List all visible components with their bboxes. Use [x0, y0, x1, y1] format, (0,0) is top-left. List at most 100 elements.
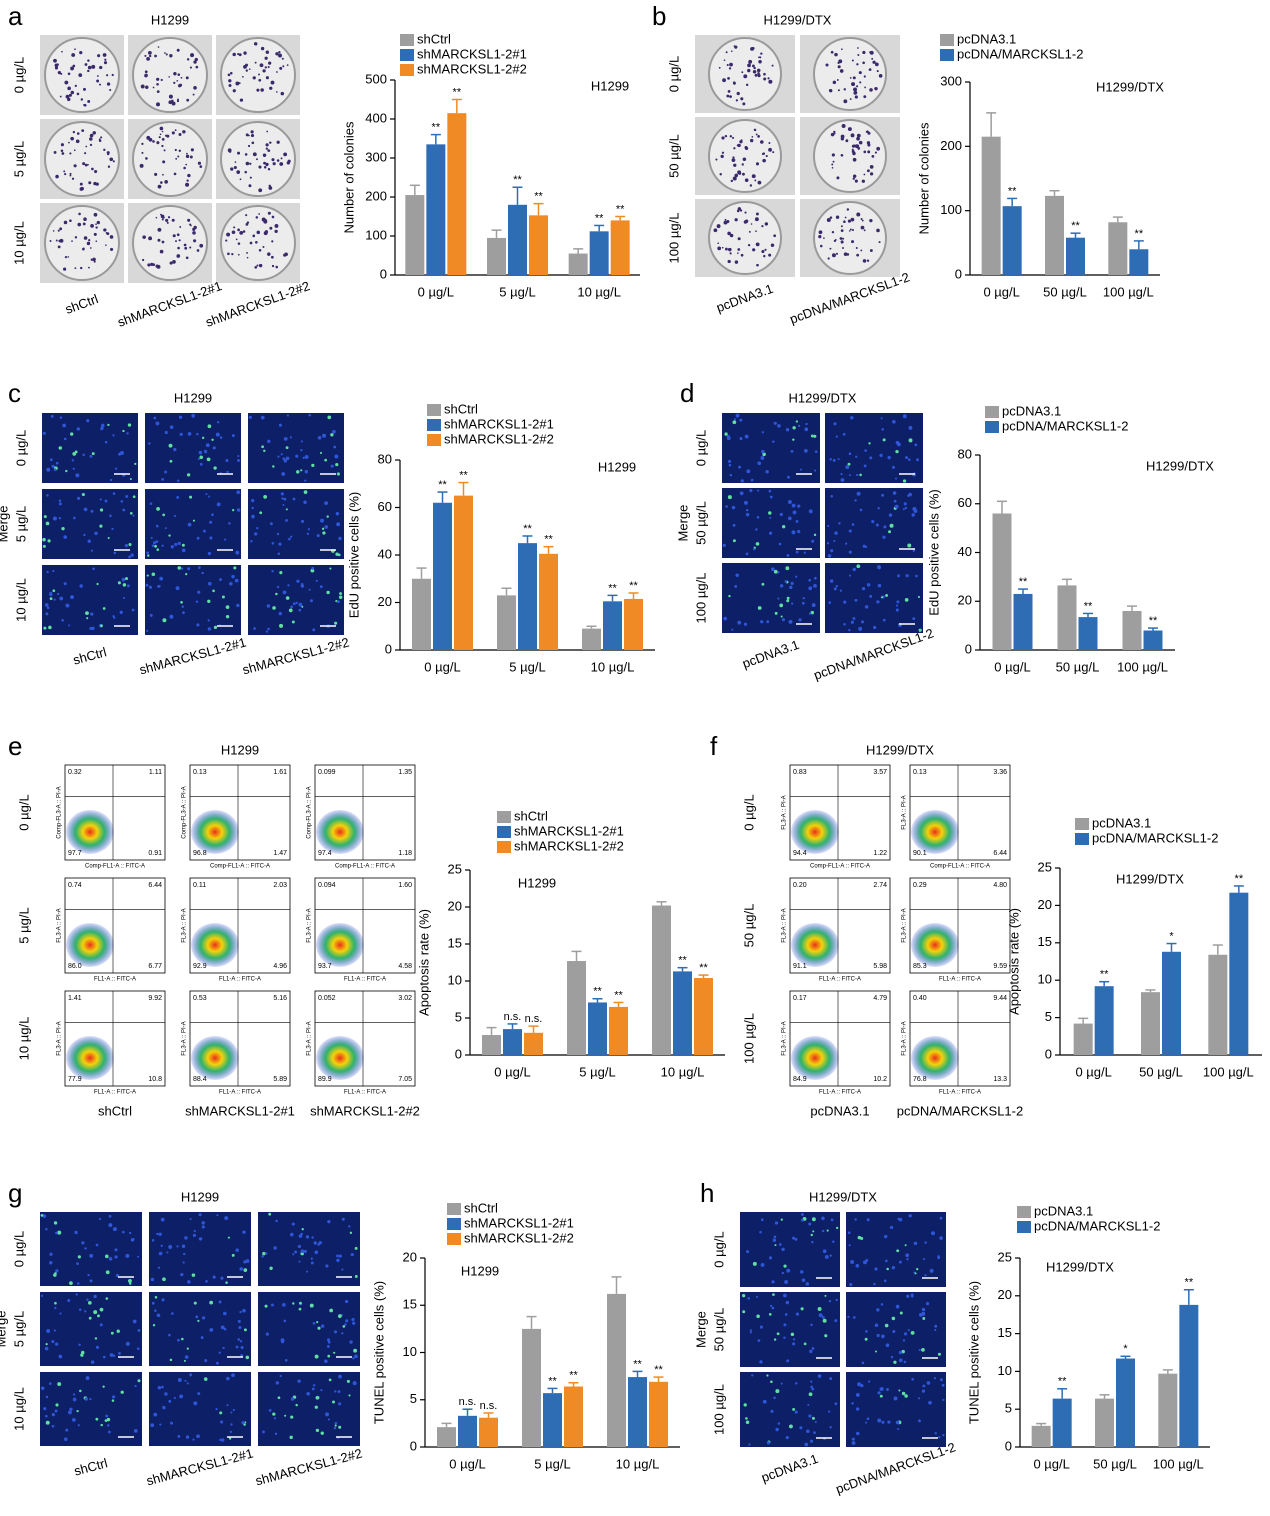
- colony-dot: [111, 73, 114, 77]
- cell-dot: [196, 623, 200, 627]
- cell-dot: [108, 1223, 113, 1228]
- y-tick-label: 15: [448, 935, 462, 950]
- cell-dot: [114, 1248, 118, 1252]
- column-label: pcDNA/MARCKSL1-2: [834, 1439, 958, 1496]
- cell-dot: [129, 511, 133, 515]
- colony-dot: [863, 95, 867, 99]
- colony-dot: [106, 74, 109, 77]
- colony-dot: [831, 163, 834, 166]
- cell-dot: [894, 504, 899, 509]
- cell-dot: [851, 1441, 856, 1445]
- cell-dot: [811, 603, 816, 608]
- cell-dot: [295, 601, 299, 604]
- cell-dot: [89, 1253, 94, 1258]
- bar: [437, 1427, 456, 1447]
- cell-dot: [333, 1330, 338, 1334]
- row-label: 0 µg/L: [13, 430, 28, 466]
- cell-dot: [193, 1229, 196, 1233]
- cell-dot: [201, 1221, 205, 1225]
- panel-letter: b: [652, 1, 666, 31]
- cell-dot: [745, 1417, 748, 1420]
- cell-dot: [162, 513, 166, 517]
- cell-dot: [727, 495, 732, 500]
- legend-swatch: [497, 841, 511, 853]
- colony-dot: [768, 253, 772, 257]
- cell-dot: [776, 1332, 780, 1336]
- cell-dot: [744, 434, 749, 439]
- photo: [722, 488, 820, 558]
- cell-dot: [248, 415, 252, 419]
- panel-title: H1299/DTX: [866, 742, 934, 757]
- cell-dot: [353, 1348, 358, 1353]
- cell-dot: [330, 433, 334, 437]
- cell-dot: [921, 1348, 925, 1352]
- y-tick-label: 60: [378, 499, 392, 514]
- cell-dot: [198, 1237, 203, 1241]
- cell-dot: [119, 610, 123, 614]
- cell-dot: [104, 440, 108, 444]
- colony-dot: [732, 156, 735, 159]
- colony-dot: [856, 85, 859, 88]
- colony-dot: [110, 247, 114, 251]
- colony-dot: [175, 240, 177, 243]
- colony-dot: [731, 158, 736, 163]
- colony-dot: [732, 81, 736, 84]
- cell-dot: [237, 459, 240, 462]
- colony-dot: [57, 71, 62, 75]
- flow-cloud: [316, 810, 364, 854]
- colony-dot: [246, 221, 250, 224]
- quadrant-value: 0.13: [913, 769, 927, 776]
- cell-dot: [839, 589, 843, 592]
- cell-dot: [881, 428, 884, 431]
- colony-dot: [851, 59, 854, 62]
- colony-dot: [763, 254, 766, 258]
- cell-dot: [212, 589, 215, 593]
- colony-dot: [286, 64, 289, 66]
- cell-dot: [175, 586, 180, 591]
- cell-dot: [848, 574, 852, 577]
- cell-dot: [212, 446, 216, 450]
- cell-dot: [830, 1218, 834, 1222]
- flow-axis-label: FL1-A :: FITC-A: [939, 977, 981, 983]
- colony-dot: [76, 132, 80, 135]
- colony-dot: [92, 131, 96, 135]
- colony-dot: [79, 182, 83, 186]
- cell-dot: [315, 579, 318, 582]
- cell-dot: [883, 1234, 888, 1239]
- colony-dot: [834, 52, 838, 57]
- y-tick-label: 0: [965, 641, 972, 656]
- cell-dot: [885, 1343, 890, 1348]
- cell-dot: [131, 608, 135, 612]
- cell-dot: [78, 1343, 81, 1347]
- cell-dot: [292, 1253, 295, 1256]
- colony-dot: [67, 256, 70, 258]
- colony-dot: [754, 217, 759, 222]
- cell-dot: [307, 528, 310, 531]
- cell-dot: [760, 456, 765, 460]
- dish: [708, 119, 782, 193]
- cell-dot: [116, 1329, 120, 1333]
- cell-dot: [316, 1321, 319, 1324]
- cell-dot: [785, 1300, 790, 1305]
- cell-dot: [319, 451, 323, 454]
- cell-dot: [155, 524, 159, 528]
- colony-dot: [155, 102, 160, 107]
- cell-dot: [864, 605, 869, 609]
- cell-dot: [324, 525, 329, 529]
- colony-dot: [843, 88, 846, 91]
- cell-dot: [786, 1268, 791, 1273]
- cell-dot: [299, 1301, 302, 1305]
- cell-dot: [125, 495, 129, 498]
- cell-dot: [905, 456, 909, 460]
- cell-dot: [790, 581, 794, 586]
- cell-dot: [76, 427, 80, 431]
- cell-dot: [781, 1271, 785, 1275]
- colony-dot: [79, 266, 83, 270]
- bar: [1066, 237, 1085, 275]
- cell-dot: [797, 529, 801, 534]
- colony-dot: [827, 257, 830, 260]
- cell-dot: [897, 574, 900, 578]
- colony-dot: [161, 144, 164, 148]
- cell-dot: [225, 458, 229, 462]
- colony-dot: [851, 144, 856, 148]
